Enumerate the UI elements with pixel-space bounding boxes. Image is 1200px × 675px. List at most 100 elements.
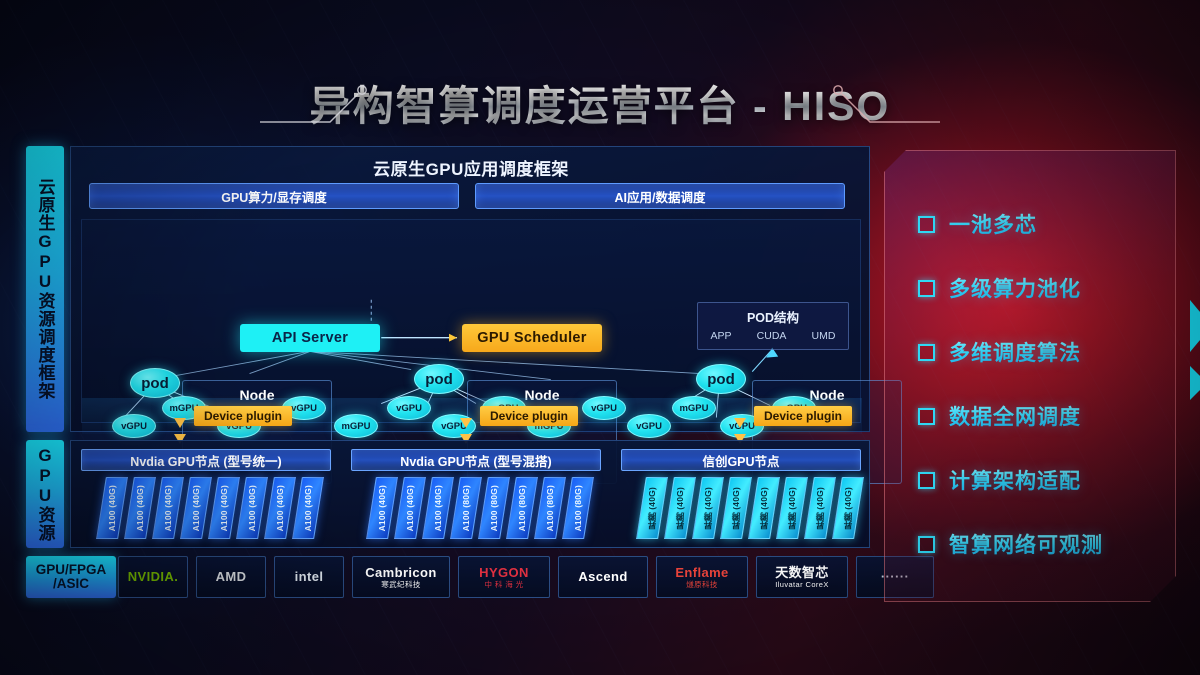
feature-panel: 一池多芯多级算力池化 多维调度算法 数据全网调度 计算架构适配 智算网络可观测: [884, 150, 1176, 602]
pod-ellipse-1[interactable]: pod: [130, 368, 180, 398]
gpu-card[interactable]: 昇腾 (40G): [636, 477, 668, 539]
sidebar-label-asic: GPU/FPGA /ASIC: [26, 556, 116, 598]
gpu-scheduler-node[interactable]: GPU Scheduler: [462, 324, 602, 352]
feature-item-3[interactable]: 多维调度算法: [918, 320, 1168, 384]
framework-inner-area: API Server GPU Scheduler POD结构 APP CUDA …: [81, 219, 902, 484]
vendor-logo-cell[interactable]: Cambricon 寒武纪科技: [352, 556, 450, 598]
vendor-logo-name: Enflame: [675, 564, 729, 580]
gpu-card[interactable]: A100 (40G): [366, 477, 398, 539]
gpu-node-bar-1[interactable]: Nvdia GPU节点 (型号统一): [81, 449, 331, 471]
gpu-card[interactable]: A100 (40G): [236, 477, 268, 539]
device-plugin-1[interactable]: Device plugin: [194, 406, 292, 426]
checkbox-icon: [918, 215, 935, 233]
gpu-card[interactable]: 昇腾 (40G): [720, 477, 752, 539]
asic-line-2: /ASIC: [52, 576, 89, 591]
gpu-card[interactable]: A100 (40G): [264, 477, 296, 539]
gpu-ellipse-mgpu-2-0[interactable]: mGPU: [672, 396, 716, 420]
pod-struct-item-cuda: CUDA: [756, 330, 787, 342]
sidebar-label-gpu-resource: GPU资源: [26, 440, 64, 548]
checkbox-icon: [918, 343, 935, 361]
gpu-card[interactable]: A100 (40G): [394, 477, 426, 539]
gpu-ellipse-vgpu-0-0[interactable]: vGPU: [112, 414, 156, 438]
gpu-card-label: 昇腾 (40G): [843, 486, 854, 530]
gpu-card-label: A100 (80G): [545, 484, 556, 532]
gpu-card[interactable]: A100 (80G): [562, 477, 594, 539]
gpu-ellipse-mgpu-0-4[interactable]: mGPU: [334, 414, 378, 438]
slide-title-area: 异构智算调度运营平台 - HISO: [0, 72, 1200, 132]
gpu-card[interactable]: A100 (40G): [96, 477, 128, 539]
gpu-ellipse-vgpu-1-1[interactable]: vGPU: [432, 414, 476, 438]
vendor-logo-cell[interactable]: AMD: [196, 556, 266, 598]
feature-item-5[interactable]: 计算架构适配: [918, 448, 1168, 512]
vendor-logo-name: NVIDIA.: [127, 569, 179, 584]
vendor-logo-name: 天数智芯: [775, 564, 829, 580]
pod-ellipse-3[interactable]: pod: [696, 364, 746, 394]
gpu-card[interactable]: A100 (40G): [180, 477, 212, 539]
gpu-card[interactable]: A100 (40G): [208, 477, 240, 539]
vendor-logo-cell[interactable]: NVIDIA.: [118, 556, 188, 598]
framework-bar-ai[interactable]: AI应用/数据调度: [475, 183, 845, 209]
feature-label: 多级算力池化: [949, 273, 1081, 303]
gpu-card[interactable]: A100 (80G): [506, 477, 538, 539]
gpu-card[interactable]: 昇腾 (40G): [832, 477, 864, 539]
gpu-card[interactable]: A100 (80G): [450, 477, 482, 539]
gpu-card[interactable]: 昇腾 (40G): [692, 477, 724, 539]
gpu-card-label: A100 (40G): [433, 484, 444, 532]
gpu-node-bar-2[interactable]: Nvdia GPU节点 (型号混搭): [351, 449, 601, 471]
gpu-card[interactable]: A100 (40G): [292, 477, 324, 539]
device-plugin-2[interactable]: Device plugin: [480, 406, 578, 426]
api-server-node[interactable]: API Server: [240, 324, 380, 352]
gpu-card-label: A100 (80G): [517, 484, 528, 532]
gpu-card[interactable]: A100 (40G): [124, 477, 156, 539]
vendor-logo-name: HYGON: [479, 564, 529, 580]
gpu-card[interactable]: 昇腾 (40G): [776, 477, 808, 539]
feature-label: 智算网络可观测: [949, 529, 1103, 559]
vendor-logo-sub: 中 科 海 光: [484, 579, 524, 589]
right-accent-mark-1: [1190, 300, 1200, 352]
gpu-card[interactable]: A100 (40G): [422, 477, 454, 539]
gpu-card[interactable]: A100 (80G): [478, 477, 510, 539]
vendor-logo-cell[interactable]: HYGON 中 科 海 光: [458, 556, 550, 598]
gpu-card[interactable]: 昇腾 (40G): [804, 477, 836, 539]
gpu-node-bar-3[interactable]: 信创GPU节点: [621, 449, 861, 471]
pod-structure-title: POD结构: [746, 311, 800, 325]
gpu-resource-panel: Nvdia GPU节点 (型号统一) Nvdia GPU节点 (型号混搭) 信创…: [70, 440, 870, 548]
gpu-card-group-1: A100 (40G) A100 (40G) A100 (40G) A100 (40G)…: [83, 477, 333, 543]
gpu-card-label: A100 (40G): [405, 484, 416, 532]
gpu-card-label: A100 (40G): [303, 484, 314, 532]
vendor-logo-cell[interactable]: Enflame 燧原科技: [656, 556, 748, 598]
gpu-card[interactable]: 昇腾 (40G): [748, 477, 780, 539]
gpu-card[interactable]: 昇腾 (40G): [664, 477, 696, 539]
framework-bar-compute[interactable]: GPU算力/显存调度: [89, 183, 459, 209]
title-right-decoration: [833, 85, 940, 123]
gpu-card-label: A100 (80G): [573, 484, 584, 532]
gpu-ellipse-vgpu-1-5[interactable]: vGPU: [627, 414, 671, 438]
gpu-ellipse-vgpu-1-4[interactable]: vGPU: [582, 396, 626, 420]
gpu-card-label: 昇腾 (40G): [703, 486, 714, 530]
gpu-card[interactable]: A100 (40G): [152, 477, 184, 539]
vendor-logo-cell[interactable]: 天数智芯 Iluvatar CoreX: [756, 556, 848, 598]
feature-item-2[interactable]: 多级算力池化: [918, 256, 1168, 320]
feature-label: 计算架构适配: [949, 465, 1081, 495]
feature-label: 数据全网调度: [949, 401, 1081, 431]
checkbox-icon: [918, 471, 935, 489]
gpu-card[interactable]: A100 (80G): [534, 477, 566, 539]
gpu-ellipse-vgpu-1-0[interactable]: vGPU: [387, 396, 431, 420]
feature-item-1[interactable]: 一池多芯: [918, 192, 1168, 256]
checkbox-icon: [918, 535, 935, 553]
vendor-logo-cell[interactable]: intel: [274, 556, 344, 598]
gpu-card-label: 昇腾 (40G): [787, 486, 798, 530]
vendor-logo-cell[interactable]: Ascend: [558, 556, 648, 598]
pod-ellipse-2[interactable]: pod: [414, 364, 464, 394]
feature-label: 一池多芯: [949, 209, 1037, 239]
pod-structure-box: POD结构 APP CUDA UMD: [697, 302, 849, 350]
gpu-card-label: A100 (40G): [377, 484, 388, 532]
gpu-card-label: 昇腾 (40G): [647, 486, 658, 530]
feature-label: 多维调度算法: [949, 337, 1081, 367]
title-left-decoration: [260, 85, 367, 123]
feature-item-6[interactable]: 智算网络可观测: [918, 512, 1168, 576]
device-plugin-3[interactable]: Device plugin: [754, 406, 852, 426]
feature-item-4[interactable]: 数据全网调度: [918, 384, 1168, 448]
gpu-card-label: A100 (80G): [489, 484, 500, 532]
